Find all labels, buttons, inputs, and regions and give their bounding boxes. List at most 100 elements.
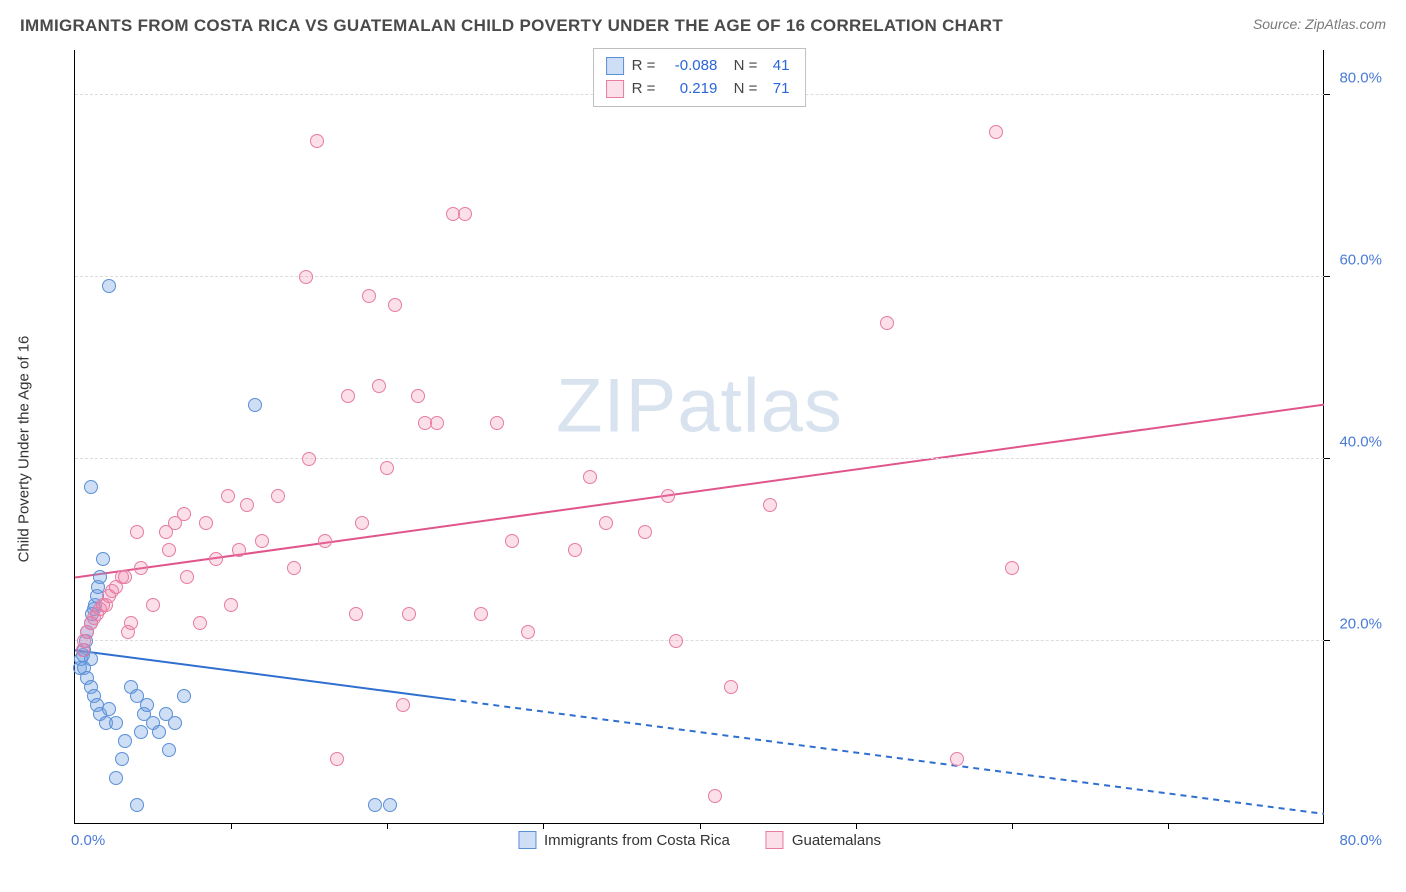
x-tick-mark xyxy=(856,823,857,829)
legend-R-label-2: R = xyxy=(632,78,656,101)
x-tick-mark xyxy=(543,823,544,829)
swatch-pink-icon xyxy=(606,80,624,98)
y-tick-mark xyxy=(1324,276,1330,277)
legend-label-blue: Immigrants from Costa Rica xyxy=(544,832,730,849)
legend-R-label: R = xyxy=(632,55,656,78)
right-axis-line xyxy=(1323,50,1324,823)
scatter-point xyxy=(209,552,223,566)
scatter-point xyxy=(521,625,535,639)
scatter-point xyxy=(458,207,472,221)
trend-lines-svg xyxy=(75,50,1324,823)
scatter-point xyxy=(255,534,269,548)
scatter-point xyxy=(180,570,194,584)
x-tick-mark xyxy=(700,823,701,829)
scatter-point xyxy=(372,379,386,393)
scatter-point xyxy=(102,702,116,716)
scatter-point xyxy=(177,507,191,521)
scatter-point xyxy=(124,616,138,630)
y-tick-mark xyxy=(1324,94,1330,95)
gridline-h xyxy=(75,458,1324,459)
scatter-point xyxy=(199,516,213,530)
y-tick-label: 80.0% xyxy=(1339,70,1382,87)
scatter-point xyxy=(162,543,176,557)
x-tick-mark xyxy=(231,823,232,829)
x-tick-mark xyxy=(1168,823,1169,829)
legend-N-pink: 71 xyxy=(765,78,789,101)
scatter-point xyxy=(330,752,344,766)
scatter-point xyxy=(950,752,964,766)
scatter-point xyxy=(355,516,369,530)
legend-row-blue: R = -0.088 N = 41 xyxy=(606,55,790,78)
scatter-point xyxy=(299,270,313,284)
series-legend: Immigrants from Costa Rica Guatemalans xyxy=(518,831,881,849)
x-tick-mark xyxy=(1012,823,1013,829)
x-tick-mark xyxy=(387,823,388,829)
scatter-point xyxy=(248,398,262,412)
scatter-point xyxy=(96,552,110,566)
scatter-point xyxy=(84,480,98,494)
scatter-point xyxy=(362,289,376,303)
scatter-point xyxy=(118,570,132,584)
watermark-prefix: ZIP xyxy=(556,363,677,448)
scatter-plot: ZIPatlas R = -0.088 N = 41 R = 0.219 N =… xyxy=(74,50,1324,824)
source-label: Source: ZipAtlas.com xyxy=(1253,16,1386,32)
scatter-point xyxy=(221,489,235,503)
y-tick-mark xyxy=(1324,640,1330,641)
scatter-point xyxy=(763,498,777,512)
scatter-point xyxy=(661,489,675,503)
scatter-point xyxy=(638,525,652,539)
chart-container: Child Poverty Under the Age of 16 ZIPatl… xyxy=(52,50,1384,848)
scatter-point xyxy=(271,489,285,503)
scatter-point xyxy=(383,798,397,812)
legend-item-pink: Guatemalans xyxy=(766,831,881,849)
gridline-h xyxy=(75,640,1324,641)
scatter-point xyxy=(93,570,107,584)
watermark-suffix: atlas xyxy=(677,363,843,448)
scatter-point xyxy=(232,543,246,557)
y-tick-label: 60.0% xyxy=(1339,252,1382,269)
scatter-point xyxy=(583,470,597,484)
trend-line-solid xyxy=(75,405,1324,578)
scatter-point xyxy=(368,798,382,812)
legend-N-label: N = xyxy=(725,55,757,78)
x-axis-max-label: 80.0% xyxy=(1339,832,1382,849)
legend-R-blue: -0.088 xyxy=(663,55,717,78)
scatter-point xyxy=(115,752,129,766)
correlation-legend: R = -0.088 N = 41 R = 0.219 N = 71 xyxy=(593,48,807,107)
gridline-h xyxy=(75,276,1324,277)
legend-N-label-2: N = xyxy=(725,78,757,101)
scatter-point xyxy=(302,452,316,466)
swatch-blue-icon xyxy=(606,57,624,75)
scatter-point xyxy=(287,561,301,575)
scatter-point xyxy=(109,771,123,785)
scatter-point xyxy=(430,416,444,430)
scatter-point xyxy=(118,734,132,748)
swatch-pink-icon xyxy=(766,831,784,849)
scatter-point xyxy=(146,598,160,612)
scatter-point xyxy=(505,534,519,548)
scatter-point xyxy=(388,298,402,312)
scatter-point xyxy=(490,416,504,430)
scatter-point xyxy=(669,634,683,648)
legend-label-pink: Guatemalans xyxy=(792,832,881,849)
scatter-point xyxy=(411,389,425,403)
swatch-blue-icon xyxy=(518,831,536,849)
scatter-point xyxy=(380,461,394,475)
scatter-point xyxy=(1005,561,1019,575)
scatter-point xyxy=(318,534,332,548)
scatter-point xyxy=(349,607,363,621)
scatter-point xyxy=(134,561,148,575)
y-tick-label: 20.0% xyxy=(1339,616,1382,633)
scatter-point xyxy=(140,698,154,712)
scatter-point xyxy=(568,543,582,557)
scatter-point xyxy=(341,389,355,403)
scatter-point xyxy=(724,680,738,694)
y-axis-label: Child Poverty Under the Age of 16 xyxy=(16,336,33,563)
scatter-point xyxy=(880,316,894,330)
scatter-point xyxy=(177,689,191,703)
scatter-point xyxy=(474,607,488,621)
legend-N-blue: 41 xyxy=(765,55,789,78)
scatter-point xyxy=(152,725,166,739)
scatter-point xyxy=(402,607,416,621)
scatter-point xyxy=(989,125,1003,139)
